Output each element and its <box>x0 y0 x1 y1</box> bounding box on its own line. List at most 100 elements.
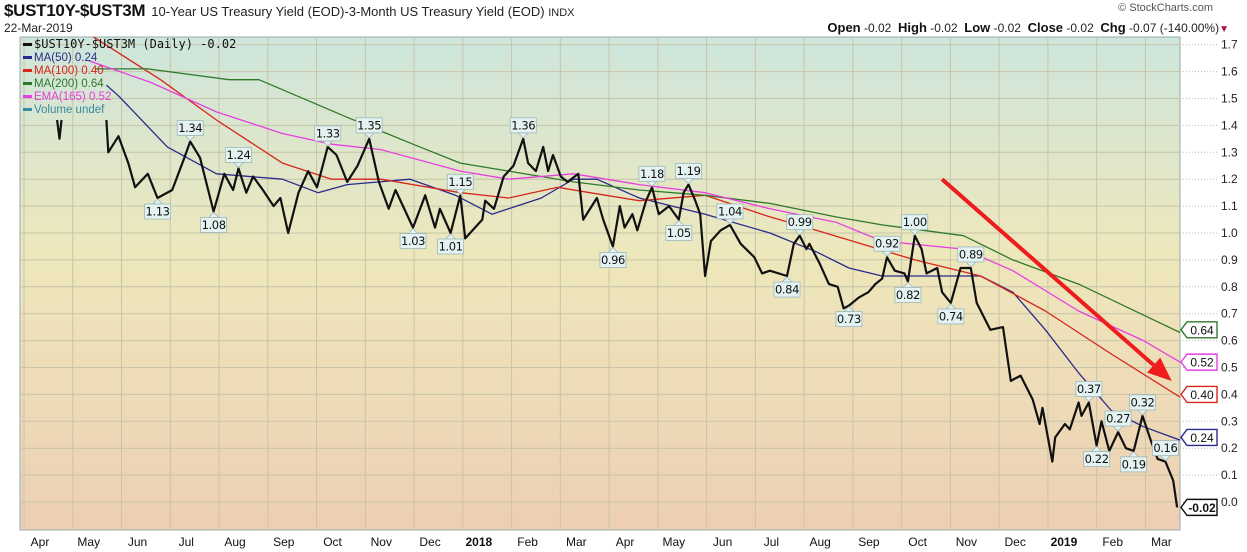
y-tick-label: 1.0 <box>1221 226 1238 240</box>
y-tick-label: 0.7 <box>1221 307 1238 321</box>
annotation-label: 0.19 <box>1122 457 1146 471</box>
chart-symbol: $UST10Y-$UST3M <box>4 1 146 20</box>
annotation-box <box>638 165 666 182</box>
annotation-box <box>355 117 383 134</box>
tag-box <box>1180 353 1218 371</box>
last-value-tag: 0.24 <box>1180 428 1218 447</box>
last-value-tag: 0.40 <box>1180 385 1218 404</box>
price-annotation: 1.19 <box>675 163 702 185</box>
y-tick-label: 1.4 <box>1221 118 1238 132</box>
annotation-label: 1.01 <box>439 240 463 254</box>
tag-box <box>1180 498 1218 517</box>
annotation-label: 1.05 <box>667 226 691 240</box>
tag-box <box>1180 321 1218 339</box>
annotation-box <box>446 173 474 190</box>
tag-box <box>1180 428 1218 447</box>
annotation-box <box>509 117 537 134</box>
price-annotation: 0.16 <box>1151 440 1179 462</box>
price-annotation: 1.35 <box>355 117 383 139</box>
legend-item: $UST10Y-$UST3M (Daily) -0.02 <box>23 38 236 51</box>
price-annotation: 0.89 <box>957 246 985 268</box>
price-annotation: 0.27 <box>1104 410 1132 432</box>
annotation-box <box>314 125 342 142</box>
annotation-box <box>1129 394 1156 411</box>
price-annotation: 1.05 <box>665 219 693 241</box>
y-tick-label: 0.1 <box>1221 468 1238 482</box>
price-annotation: 0.82 <box>894 281 922 303</box>
annotation-box <box>1083 451 1111 467</box>
legend-item: MA(200) 0.64 <box>23 78 236 91</box>
price-annotation: 0.99 <box>786 214 814 236</box>
price-annotation: 1.34 <box>176 120 204 142</box>
x-tick-label: Sep <box>273 535 295 549</box>
y-tick-label: 0.2 <box>1221 441 1238 455</box>
annotation-box <box>1104 410 1132 427</box>
x-tick-label: Jun <box>128 535 147 549</box>
annotation-label: 0.32 <box>1130 395 1154 409</box>
annotation-box <box>901 214 929 231</box>
x-tick-label: Feb <box>1102 535 1123 549</box>
annotation-box <box>773 281 801 298</box>
annotation-box <box>437 238 464 255</box>
annotation-label: 1.13 <box>146 205 170 219</box>
price-annotation: 1.36 <box>509 117 537 139</box>
annotation-box <box>937 308 965 325</box>
y-tick-label: 1.3 <box>1221 145 1238 159</box>
annotation-label: 1.18 <box>640 167 664 181</box>
tag-label: 0.52 <box>1190 356 1214 370</box>
x-tick-label: Apr <box>31 535 50 549</box>
trend-arrow-shaft <box>940 177 1156 367</box>
price-annotation: 1.01 <box>437 233 464 255</box>
open-value: -0.02 <box>863 21 892 35</box>
tag-label: -0.02 <box>1188 501 1216 515</box>
annotation-box <box>176 120 204 136</box>
annotation-box <box>665 225 693 241</box>
x-tick-label: Jul <box>179 535 194 549</box>
annotation-label: 1.08 <box>202 218 226 232</box>
annotation-label: 1.34 <box>178 121 202 135</box>
legend-label: $UST10Y-$UST3M (Daily) -0.02 <box>34 37 237 51</box>
low-label: Low <box>964 20 991 35</box>
annotation-box <box>675 163 702 179</box>
price-annotation: 0.22 <box>1083 445 1111 467</box>
open-label: Open <box>827 20 861 35</box>
legend-item: EMA(165) 0.52 <box>23 91 236 104</box>
price-annotation: 1.24 <box>225 147 252 169</box>
x-tick-label: Jul <box>764 535 779 549</box>
x-tick-label: Oct <box>908 535 927 549</box>
x-tick-label: Nov <box>956 535 977 549</box>
x-tick-label: Oct <box>323 535 342 549</box>
price-annotation: 0.74 <box>937 303 965 325</box>
annotation-box <box>894 287 922 303</box>
annotation-label: 1.15 <box>448 175 472 189</box>
chart-legend: $UST10Y-$UST3M (Daily) -0.02 MA(50) 0.24 M… <box>23 38 236 117</box>
y-tick-label: 1.2 <box>1221 172 1238 186</box>
x-tick-label: Mar <box>1151 535 1172 549</box>
chart-description: 10-Year US Treasury Yield (EOD)-3-Month … <box>151 4 574 19</box>
close-label: Close <box>1027 20 1064 35</box>
y-tick-label: 0.0 <box>1221 495 1238 509</box>
last-value-tag: 0.52 <box>1180 353 1218 371</box>
price-annotation: 1.13 <box>144 198 171 220</box>
price-annotation: 0.84 <box>773 276 801 298</box>
annotation-label: 1.36 <box>511 118 535 132</box>
annotation-label: 0.92 <box>875 237 899 251</box>
annotation-label: 0.99 <box>788 215 812 229</box>
chg-value: -0.07 (-140.00%) <box>1129 21 1220 35</box>
price-annotation: 0.19 <box>1120 451 1148 473</box>
legend-swatch <box>23 108 32 112</box>
triangle-down-icon: ▼ <box>1219 24 1229 35</box>
annotation-box <box>399 233 427 250</box>
annotation-box <box>1075 381 1103 397</box>
x-tick-label: May <box>663 535 686 549</box>
annotation-label: 0.96 <box>601 253 625 267</box>
price-annotation: 0.37 <box>1075 381 1103 403</box>
legend-label: MA(100) 0.40 <box>34 65 104 77</box>
series-line--ust10y-ust3m-daily- <box>56 119 1179 508</box>
price-annotation: 0.92 <box>873 235 901 257</box>
last-value-tag: -0.02 <box>1180 498 1218 517</box>
high-value: -0.02 <box>930 21 958 35</box>
series-line-ma-50- <box>105 84 1180 441</box>
x-tick-label: Apr <box>616 535 635 549</box>
